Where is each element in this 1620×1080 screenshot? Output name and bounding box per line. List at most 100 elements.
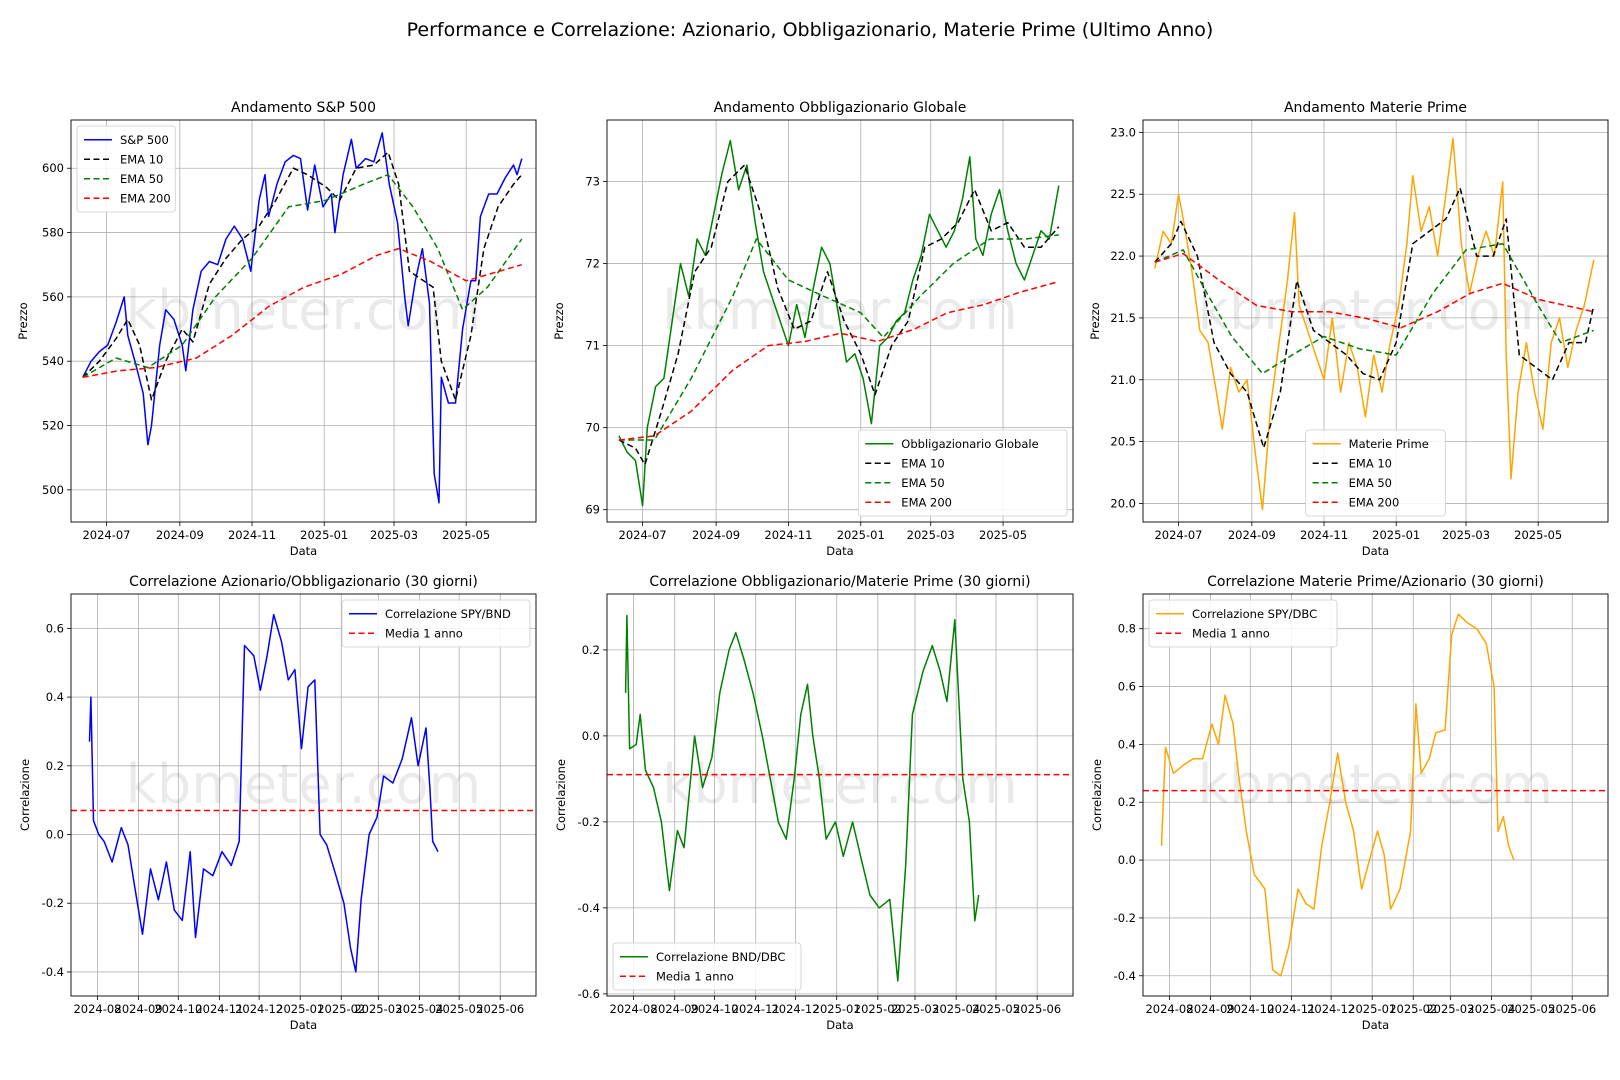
y-axis-label: Correlazione xyxy=(1090,759,1104,831)
x-tick-label: 2024-11 xyxy=(1267,1002,1315,1016)
y-tick-label: 23.0 xyxy=(1110,125,1136,139)
panel-title: Andamento Obbligazionario Globale xyxy=(714,100,967,116)
y-tick-label: 70 xyxy=(585,421,600,435)
series-line-1 xyxy=(82,151,523,401)
series-line-3 xyxy=(82,247,523,379)
x-tick-label: 2025-01 xyxy=(276,1002,324,1016)
y-tick-label: 520 xyxy=(42,419,64,433)
series-line-1 xyxy=(1154,187,1595,449)
legend: Obbligazionario Globale EMA 10 EMA 50 EMA 2… xyxy=(857,429,1068,517)
legend-label: EMA 50 xyxy=(901,476,944,490)
series-group xyxy=(1143,613,1608,977)
legend-label: Obbligazionario Globale xyxy=(901,437,1038,451)
x-tick-label: 2024-08 xyxy=(1145,1002,1193,1016)
series-line-1 xyxy=(618,164,1060,466)
plot-area xyxy=(607,594,1073,996)
series-line-0 xyxy=(88,613,439,973)
grid-lines xyxy=(71,594,536,996)
x-tick-label: 2024-07 xyxy=(619,528,667,542)
x-tick-label: 2024-12 xyxy=(1307,1002,1355,1016)
panel-title: Correlazione Azionario/Obbligazionario (… xyxy=(129,574,478,590)
y-tick-label: 0.0 xyxy=(1118,853,1136,867)
legend-label: EMA 200 xyxy=(901,495,952,509)
y-tick-label: 580 xyxy=(42,226,64,240)
x-tick-label: 2024-07 xyxy=(1154,528,1202,542)
legend-label: EMA 200 xyxy=(1349,495,1400,509)
axes-frame xyxy=(1142,119,1609,523)
x-tick-label: 2025-05 xyxy=(435,1002,483,1016)
series-group xyxy=(618,139,1060,507)
legend-box xyxy=(612,942,802,991)
y-tick-label: 20.5 xyxy=(1110,435,1136,449)
x-tick-label: 2025-05 xyxy=(979,528,1027,542)
series-group xyxy=(82,132,523,504)
x-tick-label: 2024-09 xyxy=(651,1002,699,1016)
x-axis-label: Data xyxy=(290,1018,317,1032)
x-tick-label: 2025-03 xyxy=(891,1002,939,1016)
x-tick-label: 2025-05 xyxy=(972,1002,1020,1016)
legend-label: EMA 10 xyxy=(1349,456,1392,470)
legend-label: Media 1 anno xyxy=(656,969,734,983)
x-axis-label: Data xyxy=(1362,544,1389,558)
watermark: kbmeter.com xyxy=(1198,753,1554,816)
axes-frame xyxy=(606,119,1074,523)
y-tick-label: 22.0 xyxy=(1110,249,1136,263)
legend-label: Media 1 anno xyxy=(385,626,463,640)
series-line-3 xyxy=(618,280,1059,441)
x-tick-label: 2024-10 xyxy=(691,1002,739,1016)
figure-suptitle: Performance e Correlazione: Azionario, O… xyxy=(407,19,1214,41)
x-axis-label: Data xyxy=(290,544,317,558)
y-tick-label: 71 xyxy=(585,339,600,353)
axes-frame xyxy=(606,593,1074,997)
y-tick-label: 0.2 xyxy=(46,759,64,773)
x-tick-label: 2024-11 xyxy=(764,528,812,542)
x-tick-label: 2025-01 xyxy=(813,1002,861,1016)
y-tick-label: 0.8 xyxy=(1118,622,1136,636)
x-axis-label: Data xyxy=(826,1018,853,1032)
plot-area xyxy=(71,594,536,996)
y-tick-label: -0.2 xyxy=(1114,911,1136,925)
chart-panel-corr-dbc-spy: kbmeter.com -0.4 -0.2 0.0 0.2 0.4 0.6 0.8 2024-0… xyxy=(1090,574,1609,1032)
legend-label: EMA 10 xyxy=(120,152,163,166)
x-tick-label: 2025-01 xyxy=(837,528,885,542)
x-tick-label: 2024-09 xyxy=(1228,528,1276,542)
y-tick-label: -0.4 xyxy=(1114,969,1136,983)
legend-box xyxy=(857,429,1068,517)
x-tick-label: 2025-02 xyxy=(854,1002,902,1016)
x-tick-label: 2025-03 xyxy=(907,528,955,542)
x-tick-label: 2025-05 xyxy=(1514,528,1562,542)
x-tick-label: 2025-03 xyxy=(1442,528,1490,542)
series-line-3 xyxy=(1154,252,1594,329)
series-line-0 xyxy=(618,139,1060,507)
x-tick-label: 2024-12 xyxy=(771,1002,819,1016)
series-line-0 xyxy=(82,132,523,504)
x-tick-label: 2024-09 xyxy=(115,1002,163,1016)
legend-box xyxy=(341,599,531,648)
y-axis-label: Prezzo xyxy=(1088,302,1102,339)
legend: Materie Prime EMA 10 EMA 50 EMA 200 xyxy=(1305,429,1446,517)
x-tick-label: 2025-05 xyxy=(442,528,490,542)
watermark: kbmeter.com xyxy=(662,753,1018,816)
panel-title: Correlazione Materie Prime/Azionario (30… xyxy=(1207,574,1544,590)
series-line-0 xyxy=(624,614,980,982)
x-tick-label: 2024-11 xyxy=(195,1002,243,1016)
y-tick-label: 73 xyxy=(585,175,600,189)
legend-label: EMA 50 xyxy=(120,172,163,186)
legend-box xyxy=(1305,429,1446,517)
x-tick-label: 2024-08 xyxy=(610,1002,658,1016)
x-tick-label: 2025-02 xyxy=(317,1002,365,1016)
x-tick-label: 2025-04 xyxy=(395,1002,443,1016)
series-group xyxy=(607,614,1073,982)
plot-area xyxy=(1143,594,1608,996)
x-tick-label: 2025-03 xyxy=(354,1002,402,1016)
legend-label: Correlazione SPY/BND xyxy=(385,607,511,621)
series-line-0 xyxy=(1160,613,1515,977)
y-tick-label: 0.6 xyxy=(46,621,64,635)
y-tick-label: 20.0 xyxy=(1110,496,1136,510)
legend-label: Materie Prime xyxy=(1349,437,1429,451)
watermark: kbmeter.com xyxy=(1198,279,1554,342)
y-tick-label: 22.5 xyxy=(1110,187,1136,201)
legend-box xyxy=(76,125,176,213)
x-tick-label: 2025-03 xyxy=(1426,1002,1474,1016)
